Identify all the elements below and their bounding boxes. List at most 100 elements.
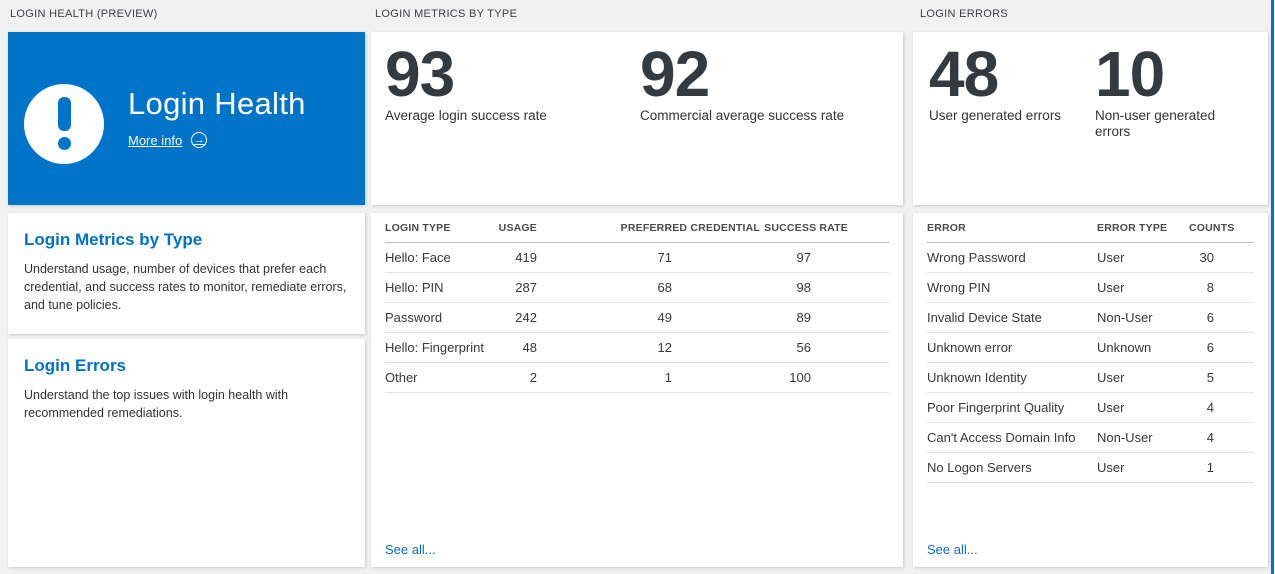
- table-cell: 6: [1206, 340, 1214, 355]
- stat-value: 93: [385, 38, 455, 110]
- panel-header-login-health: LOGIN HEALTH (PREVIEW): [10, 8, 158, 20]
- table-cell: 242: [515, 310, 537, 325]
- table-cell: 68: [657, 280, 672, 295]
- table-cell: 56: [796, 340, 811, 355]
- table-cell: 48: [522, 340, 537, 355]
- table-cell: 287: [515, 280, 537, 295]
- nav-tile-login-errors[interactable]: Login Errors Understand the top issues w…: [8, 339, 365, 567]
- table-cell: No Logon Servers: [927, 460, 1032, 475]
- nav-tile-login-metrics[interactable]: Login Metrics by Type Understand usage, …: [8, 213, 365, 334]
- nav-tile-description: Understand the top issues with login hea…: [24, 388, 289, 420]
- login-metrics-stats-card: 93 Average login success rate 92 Commerc…: [371, 32, 903, 205]
- column-header: ERROR TYPE: [1097, 221, 1168, 234]
- table-cell: Unknown: [1097, 340, 1152, 355]
- table-header-row: ERROR ERROR TYPE COUNTS: [927, 213, 1254, 243]
- table-cell: 1: [1206, 460, 1214, 475]
- table-cell: Can't Access Domain Info: [927, 430, 1076, 445]
- login-metrics-table-card: LOGIN TYPE USAGE PREFERRED CREDENTIAL SUCCE…: [371, 213, 903, 567]
- stat-label: Non-user generated errors: [1095, 108, 1216, 139]
- table-cell: User: [1097, 460, 1125, 475]
- table-row[interactable]: Poor Fingerprint Quality User 4: [927, 393, 1254, 423]
- table-cell: Non-User: [1097, 430, 1153, 445]
- column-header: PREFERRED CREDENTIAL: [620, 221, 760, 234]
- stat-label: Commercial average success rate: [640, 108, 845, 123]
- table-cell: Other: [385, 370, 418, 385]
- table-row[interactable]: Hello: Face 419 71 97: [385, 243, 889, 273]
- table-cell: User: [1097, 400, 1125, 415]
- table-cell: 49: [657, 310, 672, 325]
- table-cell: Non-User: [1097, 310, 1153, 325]
- table-cell: Poor Fingerprint Quality: [927, 400, 1065, 415]
- table-cell: 71: [657, 250, 672, 265]
- panel-header-login-metrics: LOGIN METRICS BY TYPE: [375, 8, 518, 20]
- login-errors-table-card: ERROR ERROR TYPE COUNTS Wrong Password User…: [913, 213, 1268, 567]
- table-body: Wrong Password User 30 Wrong PIN User 8 Invali…: [927, 243, 1254, 483]
- panel-header-login-errors: LOGIN ERRORS: [920, 8, 1008, 20]
- table-row[interactable]: Wrong Password User 30: [927, 243, 1254, 273]
- table-row[interactable]: Unknown Identity User 5: [927, 363, 1254, 393]
- stat-label: Average login success rate: [385, 108, 547, 123]
- table-cell: 100: [789, 370, 811, 385]
- table-cell: Hello: PIN: [385, 280, 444, 295]
- table-cell: 89: [796, 310, 811, 325]
- table-cell: 1: [664, 370, 672, 385]
- table-cell: Wrong PIN: [927, 280, 991, 295]
- table-cell: 6: [1206, 310, 1214, 325]
- stat-value: 48: [929, 38, 999, 110]
- table-cell: 4: [1206, 430, 1214, 445]
- stat-commercial-success-rate: 92 Commercial average success rate: [640, 42, 844, 124]
- table-cell: Hello: Fingerprint: [385, 340, 484, 355]
- column-header: COUNTS: [1189, 221, 1235, 234]
- table-cell: 98: [796, 280, 811, 295]
- table-cell: Hello: Face: [385, 250, 451, 265]
- see-all-link[interactable]: See all...: [927, 542, 978, 557]
- nav-tile-title: Login Errors: [24, 356, 127, 375]
- table-cell: Unknown error: [927, 340, 1013, 355]
- column-header: ERROR: [927, 221, 966, 234]
- table-cell: 12: [657, 340, 672, 355]
- nav-tile-description: Understand usage, number of devices that…: [24, 262, 347, 312]
- table-cell: Unknown Identity: [927, 370, 1027, 385]
- table-row[interactable]: Hello: PIN 287 68 98: [385, 273, 889, 303]
- blade-edge-divider: [1271, 0, 1274, 574]
- table-row[interactable]: Wrong PIN User 8: [927, 273, 1254, 303]
- login-health-tile[interactable]: Login Health More info →: [8, 32, 365, 205]
- table-cell: Wrong Password: [927, 250, 1026, 265]
- column-header: USAGE: [498, 221, 537, 234]
- nav-tile-title: Login Metrics by Type: [24, 230, 203, 249]
- table-row[interactable]: Hello: Fingerprint 48 12 56: [385, 333, 889, 363]
- stat-non-user-errors: 10 Non-user generated errors: [1095, 42, 1241, 140]
- table-cell: 97: [796, 250, 811, 265]
- tile-title: Login Health: [128, 86, 306, 121]
- table-row[interactable]: Unknown error Unknown 6: [927, 333, 1254, 363]
- table-row[interactable]: Other 2 1 100: [385, 363, 889, 393]
- table-cell: User: [1097, 280, 1125, 295]
- table-cell: Invalid Device State: [927, 310, 1042, 325]
- stat-label: User generated errors: [929, 108, 1062, 123]
- table-cell: 5: [1206, 370, 1214, 385]
- column-header: SUCCESS RATE: [764, 221, 848, 234]
- table-cell: 419: [515, 250, 537, 265]
- table-cell: Password: [385, 310, 443, 325]
- table-cell: User: [1097, 250, 1125, 265]
- stat-average-success-rate: 93 Average login success rate: [385, 42, 547, 124]
- table-header-row: LOGIN TYPE USAGE PREFERRED CREDENTIAL SUCCE…: [385, 213, 889, 243]
- more-info-link[interactable]: More info →: [128, 132, 208, 148]
- table-row[interactable]: No Logon Servers User 1: [927, 453, 1254, 483]
- table-cell: User: [1097, 370, 1125, 385]
- alert-icon: [24, 84, 104, 164]
- table-cell: 2: [529, 370, 537, 385]
- arrow-right-icon: →: [191, 132, 208, 148]
- stat-user-errors: 48 User generated errors: [929, 42, 1061, 124]
- table-row[interactable]: Invalid Device State Non-User 6: [927, 303, 1254, 333]
- table-row[interactable]: Can't Access Domain Info Non-User 4: [927, 423, 1254, 453]
- stat-value: 10: [1095, 38, 1165, 110]
- login-errors-stats-card: 48 User generated errors 10 Non-user gen…: [913, 32, 1268, 205]
- more-info-label: More info: [128, 132, 183, 148]
- table-cell: 8: [1206, 280, 1214, 295]
- column-header: LOGIN TYPE: [385, 221, 451, 234]
- table-row[interactable]: Password 242 49 89: [385, 303, 889, 333]
- see-all-link[interactable]: See all...: [385, 542, 436, 557]
- table-body: Hello: Face 419 71 97 Hello: PIN 287 68 98 Passw…: [385, 243, 889, 393]
